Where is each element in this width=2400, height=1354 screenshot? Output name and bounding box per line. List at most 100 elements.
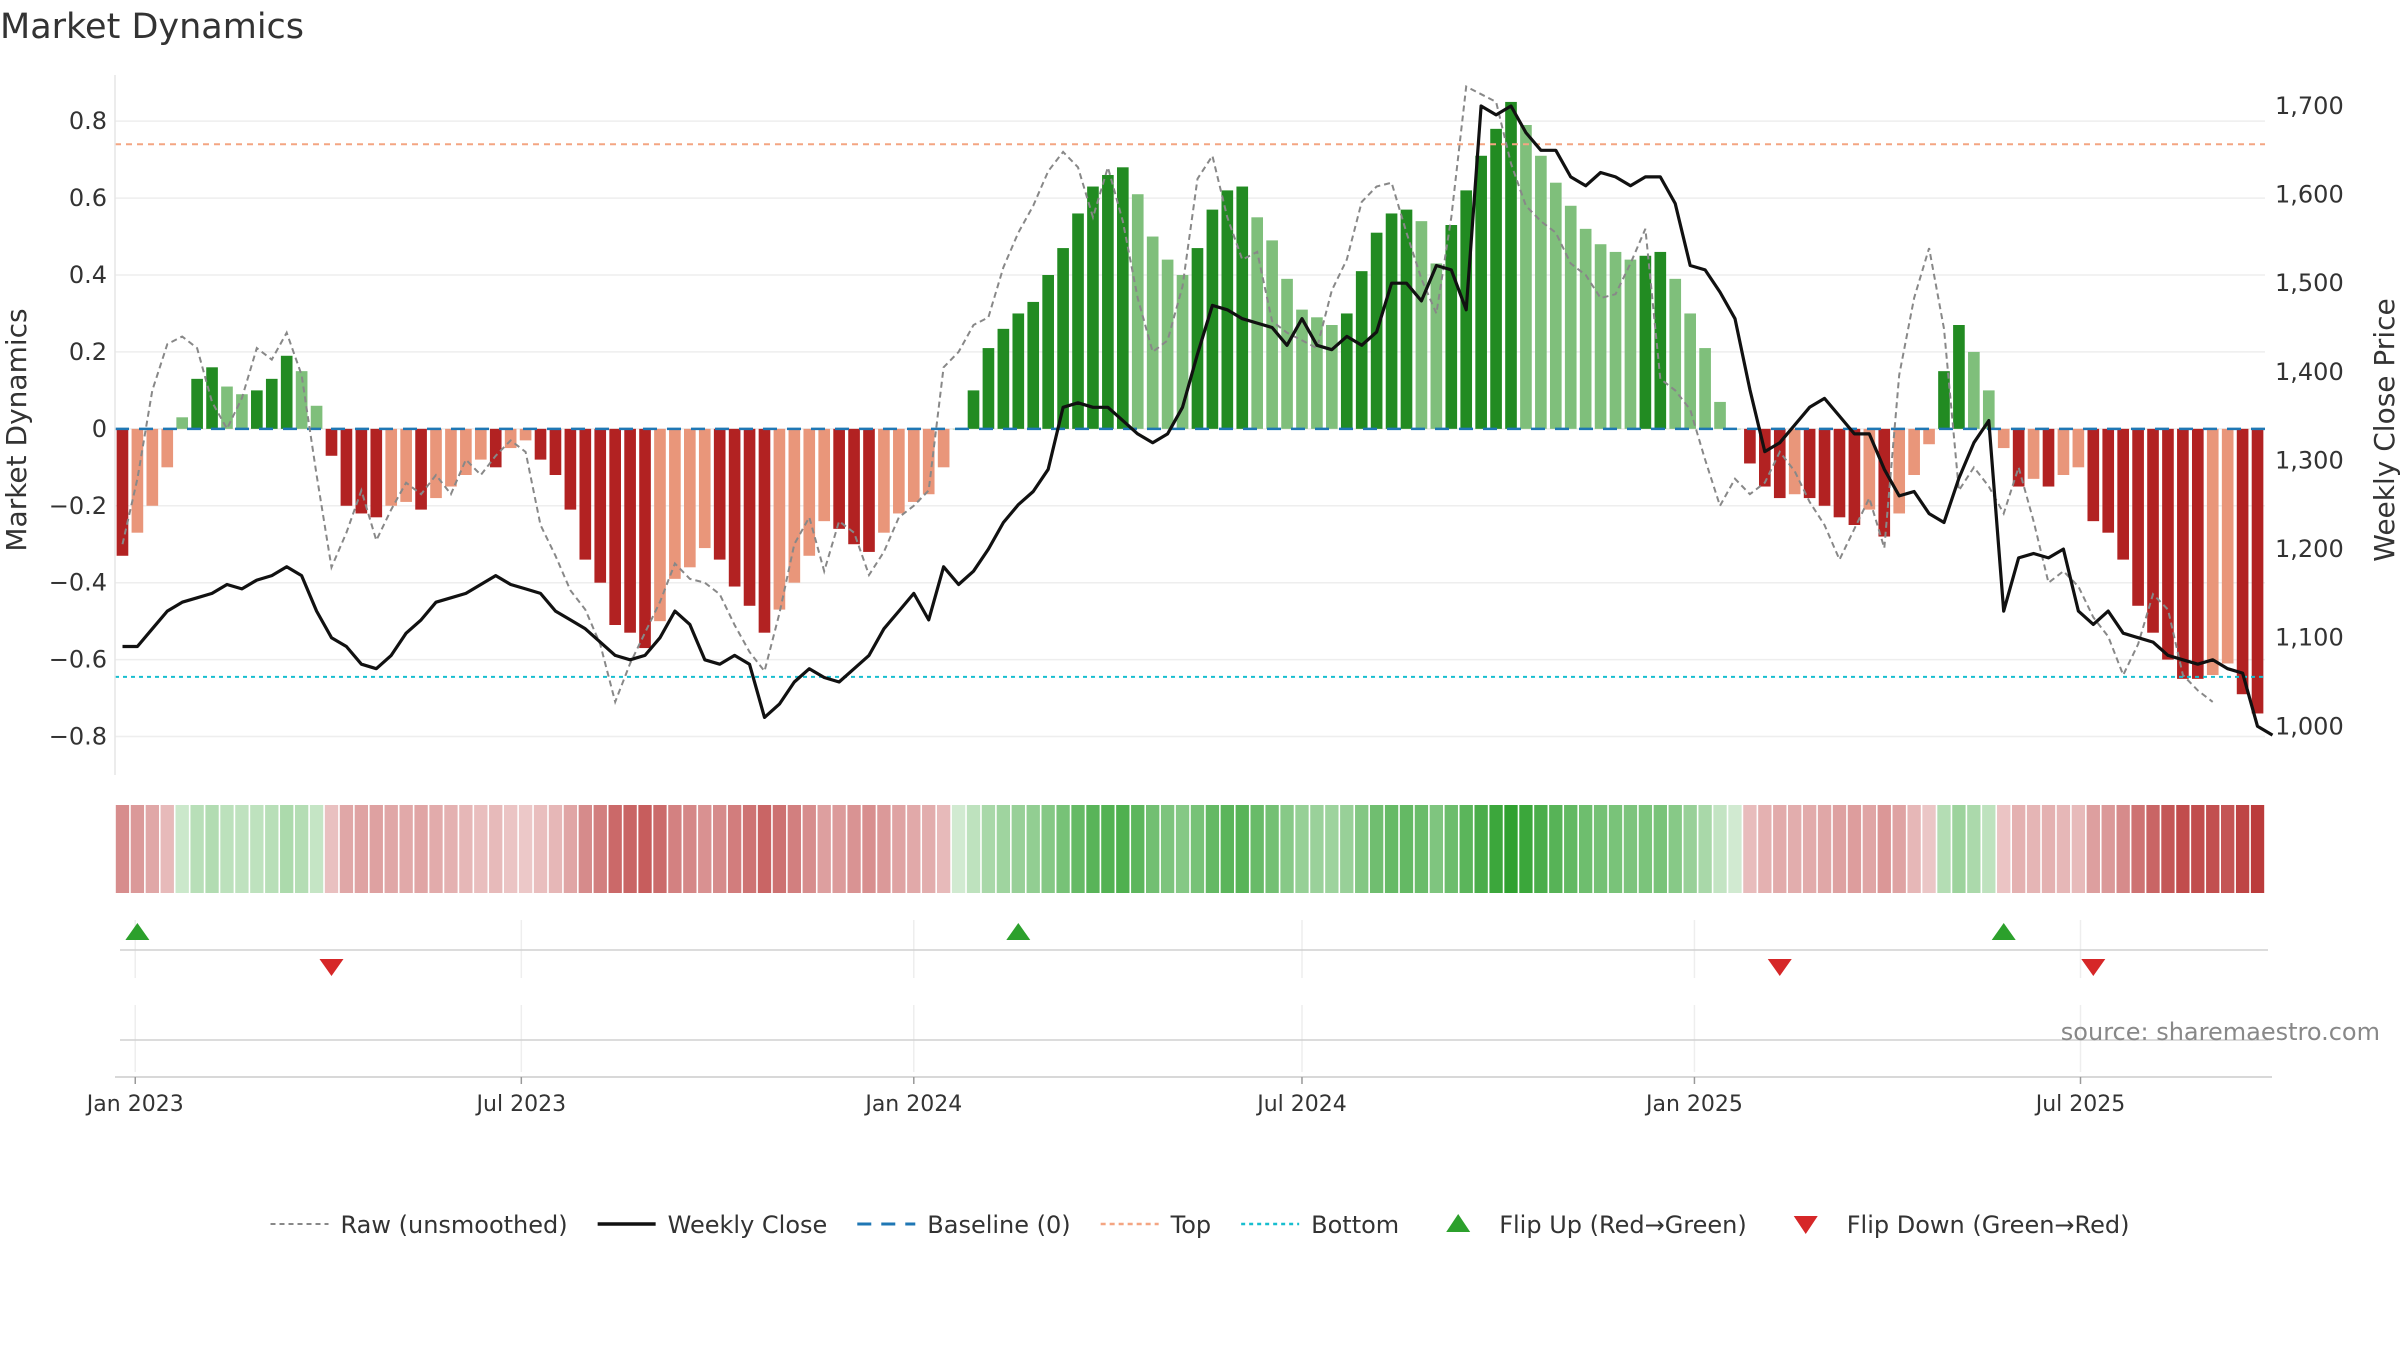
heat-cell [1205,805,1220,893]
heat-cell [668,805,682,893]
dynamics-bar [1311,317,1323,429]
dynamics-bar [191,378,203,429]
heat-cell [205,805,219,893]
heat-cell [459,805,473,893]
dynamics-bar [1266,240,1278,429]
legend-label: Flip Up (Red→Green) [1499,1211,1747,1239]
dynamics-bar [534,428,547,460]
heat-cell [862,805,876,893]
dynamics-bar [1624,259,1637,429]
dynamics-bar [1579,228,1592,429]
heat-cell [1280,805,1294,893]
dynamics-bar [430,428,442,499]
heat-cell [1862,805,1877,893]
heat-cell [175,805,189,893]
dynamics-bar [893,428,905,514]
dynamics-bar [1176,275,1189,429]
dynamics-bar [579,428,592,560]
dynamics-bar [1072,213,1084,429]
heat-cell [1653,805,1667,893]
heat-cell [653,805,667,893]
weekly-close-line [122,104,2274,737]
dynamics-bar [1340,313,1353,429]
heat-cell [160,805,174,893]
heat-cell [1892,805,1906,893]
dynamics-bar [265,378,278,429]
dynamics-bar [251,390,263,429]
heat-cell [2011,805,2026,893]
legend-swatch-flip-up [1446,1214,1471,1232]
dynamics-bar [1609,251,1622,429]
right-axis-label: Weekly Close Price [2368,298,2400,561]
legend-label: Top [1170,1211,1212,1239]
dynamics-bar [1908,428,1920,475]
heat-cell [265,805,279,893]
heat-cell [220,805,234,893]
heat-cell [518,805,533,893]
heat-cell [2146,805,2160,893]
heat-cell [1907,805,1921,893]
heat-cell [2131,805,2145,893]
dynamics-bar [2072,428,2085,468]
dynamics-bar [1191,248,1204,429]
heat-cell [1832,805,1847,893]
heat-cell [1713,805,1727,893]
heat-cell [294,805,309,893]
dynamics-bar [1923,428,1935,445]
heat-cell [1593,805,1608,893]
right-tick-label: 1,000 [2275,712,2344,740]
dynamics-bar [967,390,980,429]
heat-cell [1564,805,1578,893]
heat-cell [1190,805,1205,893]
dynamics-bar [1893,428,1906,514]
heat-cell [877,805,891,893]
heat-cell [1578,805,1593,893]
dynamics-bar [310,405,323,429]
dynamics-bar [206,367,218,429]
heat-cell [1310,805,1324,893]
heat-cell [2191,805,2205,893]
empty-panel [120,1005,2268,1072]
dynamics-bar [549,428,562,475]
heat-cell [2041,805,2056,893]
dynamics-bar [848,428,860,545]
dynamics-bar [1236,186,1249,429]
legend-swatch-flip-down [1793,1216,1818,1234]
heat-cell [1937,805,1951,893]
dynamics-bar [2057,428,2070,475]
heat-cell [1220,805,1234,893]
heat-cell [1683,805,1697,893]
dynamics-bar [1878,428,1891,537]
heat-cell [384,805,398,893]
flip-up-marker [125,923,150,940]
dynamics-bar [624,428,636,633]
dynamics-bar [1087,186,1099,429]
heat-cell [1668,805,1682,893]
chart-title: Market Dynamics [0,7,304,47]
dynamics-bar [2117,428,2129,560]
dynamics-bar [1953,325,1965,429]
heat-cell [235,805,249,893]
heat-cell [2221,805,2235,893]
left-tick-label: −0.4 [49,569,107,597]
dynamics-bar [1355,271,1368,429]
dynamics-bar [609,428,621,625]
heat-cell [489,805,503,893]
dynamics-bar [773,428,786,610]
heat-cell [1355,805,1369,893]
dynamics-bar [519,428,532,441]
heat-cell [713,805,727,893]
heat-cell [115,805,130,893]
dynamics-bar [415,428,427,510]
heat-cell [399,805,413,893]
right-tick-label: 1,500 [2275,269,2344,297]
heat-cell [1429,805,1444,893]
dynamics-bar [1505,101,1517,429]
heat-cell [1997,805,2011,893]
dynamics-bar [922,428,935,495]
heat-cell [2250,805,2265,893]
heat-cell [1623,805,1638,893]
dynamics-bar [2221,428,2234,664]
dynamics-bar [1520,125,1532,429]
